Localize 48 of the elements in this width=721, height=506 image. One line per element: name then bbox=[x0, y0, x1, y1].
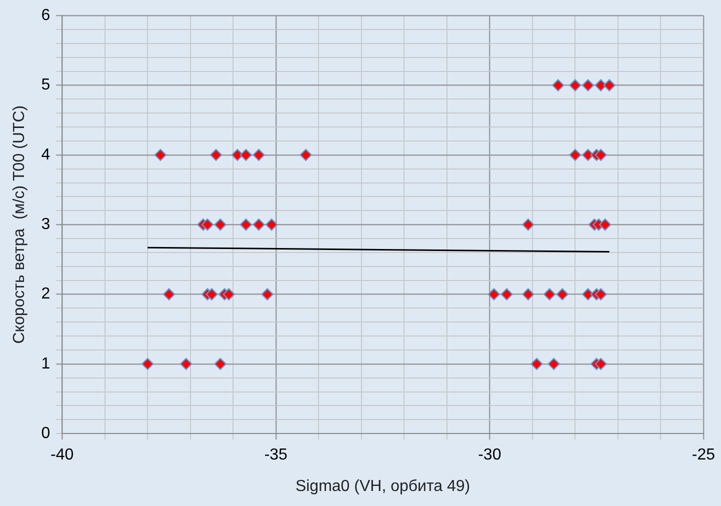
x-tick-label: -30 bbox=[478, 446, 502, 464]
point bbox=[201, 218, 214, 231]
point bbox=[240, 148, 252, 162]
point bbox=[556, 288, 568, 300]
point bbox=[261, 288, 274, 300]
point bbox=[569, 148, 582, 162]
x-tick-label: -35 bbox=[264, 446, 288, 464]
point bbox=[500, 288, 513, 300]
point bbox=[488, 288, 500, 300]
y-tick-label: 6 bbox=[41, 7, 50, 24]
point bbox=[214, 218, 226, 231]
point bbox=[240, 218, 252, 231]
y-axis-title: Скорость ветра (м/с) T00 (UTC) bbox=[11, 105, 28, 344]
point bbox=[582, 79, 594, 92]
x-axis-title: Sigma0 (VH, орбита 49) bbox=[295, 478, 470, 495]
point bbox=[266, 218, 278, 231]
point bbox=[154, 148, 167, 162]
point bbox=[522, 288, 534, 300]
point bbox=[231, 148, 244, 162]
y-tick-label: 5 bbox=[41, 76, 50, 94]
y-tick-label: 0 bbox=[41, 425, 50, 442]
y-tick-label: 3 bbox=[41, 216, 50, 234]
point bbox=[210, 148, 222, 162]
point bbox=[552, 79, 564, 92]
y-tick-label: 2 bbox=[41, 286, 50, 303]
x-tick-label: -25 bbox=[692, 446, 716, 464]
point bbox=[603, 79, 616, 92]
y-tick-label: 4 bbox=[41, 146, 50, 164]
point bbox=[594, 358, 607, 370]
point bbox=[252, 148, 265, 162]
point bbox=[180, 358, 192, 370]
point bbox=[300, 148, 312, 162]
point bbox=[252, 218, 265, 231]
point bbox=[569, 79, 582, 92]
point bbox=[214, 358, 226, 370]
point bbox=[222, 288, 235, 300]
y-tick-label: 1 bbox=[41, 355, 50, 372]
point bbox=[522, 218, 534, 231]
point bbox=[142, 358, 154, 370]
point bbox=[206, 288, 218, 300]
point bbox=[548, 358, 560, 370]
point bbox=[599, 218, 612, 231]
x-tick-label: -40 bbox=[50, 446, 74, 464]
point bbox=[594, 148, 607, 162]
point bbox=[543, 288, 556, 300]
point bbox=[162, 288, 176, 300]
point bbox=[530, 358, 543, 370]
point bbox=[594, 288, 607, 300]
